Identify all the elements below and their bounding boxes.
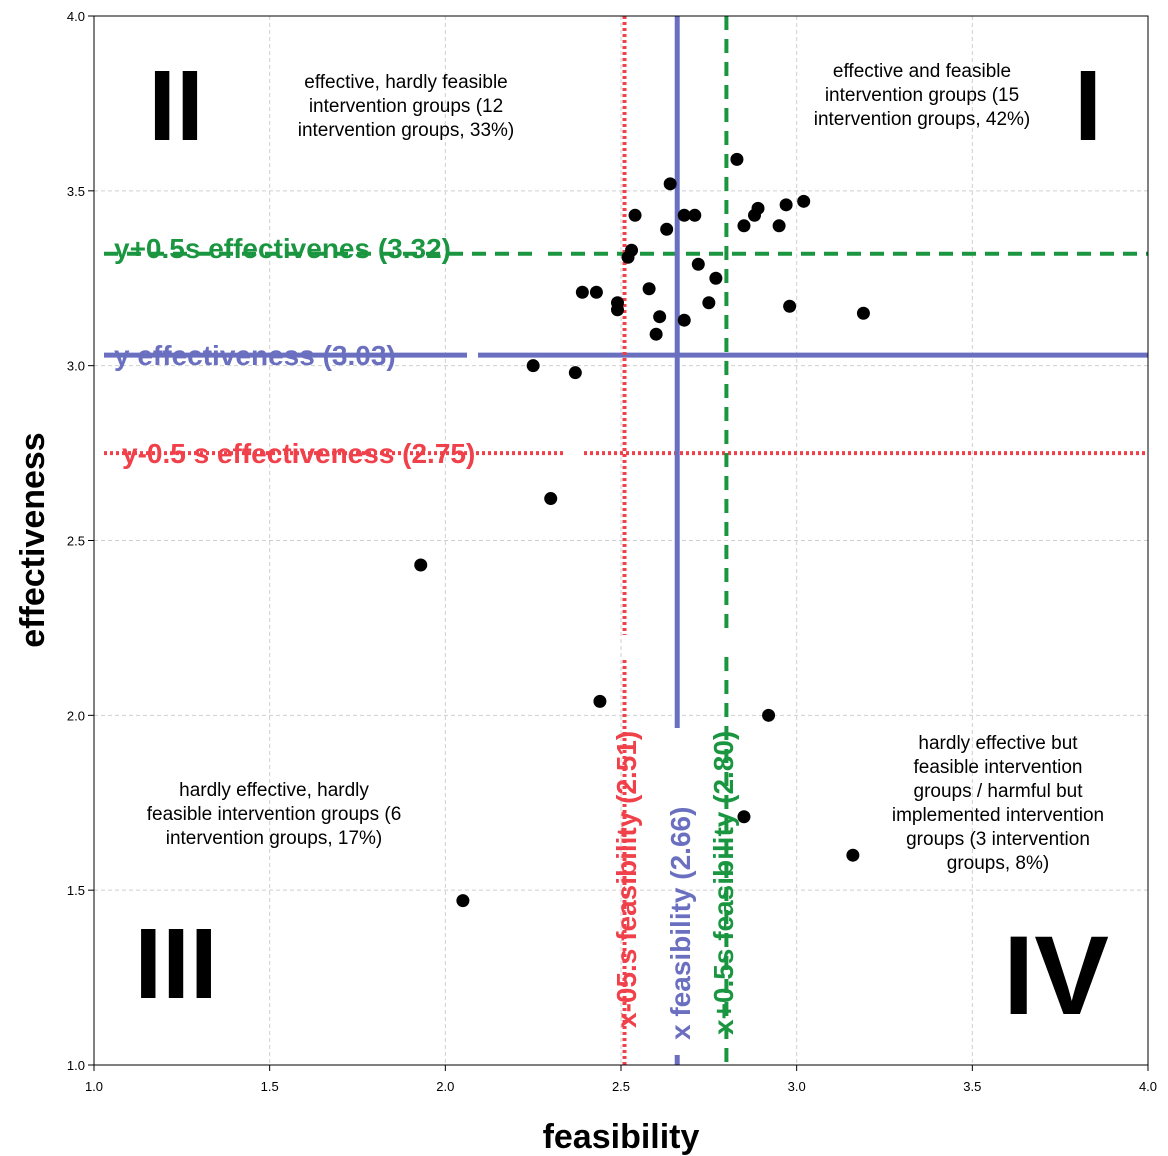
- quadrant-iv-text: groups, 8%): [947, 853, 1049, 874]
- data-point: [772, 219, 786, 233]
- data-point: [593, 694, 607, 708]
- y-tick-label: 4.0: [67, 9, 85, 24]
- data-point: [649, 327, 663, 341]
- quadrant-iv-text: groups (3 intervention: [906, 829, 1090, 850]
- data-point: [691, 257, 705, 271]
- data-point: [846, 848, 860, 862]
- data-points: [414, 152, 870, 908]
- data-point: [628, 208, 642, 222]
- data-point: [663, 177, 677, 191]
- data-point: [456, 894, 470, 908]
- quadrant-iv-text: feasible intervention: [914, 757, 1083, 778]
- data-point: [677, 313, 691, 327]
- quadrant-iv-text: implemented intervention: [892, 805, 1104, 826]
- data-point: [730, 152, 744, 166]
- data-point: [660, 222, 674, 236]
- data-point: [748, 208, 762, 222]
- quadrant-ii-text: intervention groups (12: [309, 96, 503, 117]
- quadrant-iii-text: intervention groups, 17%): [166, 828, 383, 849]
- y-axis-title: effectiveness: [14, 432, 52, 647]
- data-point: [709, 271, 723, 285]
- data-point: [702, 296, 716, 310]
- y-tick-label: 3.0: [67, 359, 85, 374]
- data-point: [568, 366, 582, 380]
- quadrant-ii-numeral: II: [148, 50, 204, 162]
- reference-line-label: y+0.5s effectivenes (3.32): [114, 233, 451, 264]
- x-tick-label: 3.0: [788, 1079, 806, 1094]
- x-tick-label: 4.0: [1139, 1079, 1157, 1094]
- y-tick-label: 1.5: [67, 883, 85, 898]
- data-point: [653, 310, 667, 324]
- data-point: [783, 299, 797, 313]
- data-point: [414, 558, 428, 572]
- data-point: [737, 219, 751, 233]
- data-point: [856, 306, 870, 320]
- data-point: [544, 492, 558, 506]
- reference-line-label: x feasibility (2.66): [665, 807, 696, 1040]
- data-point: [737, 810, 751, 824]
- y-tick-label: 2.0: [67, 708, 85, 723]
- quadrant-i-text: effective and feasible: [833, 61, 1011, 82]
- data-point: [621, 250, 635, 264]
- quadrant-ii-text: intervention groups, 33%): [298, 120, 515, 141]
- data-point: [688, 208, 702, 222]
- data-point: [610, 303, 624, 317]
- quadrant-iv-text: hardly effective but: [918, 733, 1078, 754]
- reference-lines: [104, 16, 1148, 1065]
- data-point: [642, 282, 656, 296]
- x-tick-label: 1.5: [261, 1079, 279, 1094]
- data-point: [575, 285, 589, 299]
- quadrant-ii-text: effective, hardly feasible: [304, 72, 508, 93]
- quadrant-iii-text: hardly effective, hardly: [179, 780, 369, 801]
- x-tick-label: 1.0: [85, 1079, 103, 1094]
- data-point: [797, 194, 811, 208]
- axes: 1.0 1.5 2.0 2.5 3.0 3.5 4.0 1.0 1.5 2.0 2.5 3.0 3.5 4…: [67, 9, 1157, 1094]
- reference-line-label: x-05.s feasibility (2.51): [611, 731, 642, 1028]
- reference-line-label: x+0.5s feasibility (2.80): [708, 731, 739, 1035]
- data-point: [762, 708, 776, 722]
- reference-line-label: y-0.5 s effectiveness (2.75): [122, 438, 475, 469]
- quadrant-iii-text: feasible intervention groups (6: [147, 804, 402, 825]
- data-point: [779, 198, 793, 212]
- y-tick-label: 2.5: [67, 534, 85, 549]
- x-tick-label: 2.5: [612, 1079, 630, 1094]
- reference-line-label: y effectiveness (3.03): [114, 340, 396, 371]
- quadrant-i-text: intervention groups (15: [825, 85, 1019, 106]
- x-tick-label: 3.5: [963, 1079, 981, 1094]
- quadrant-iv-text: groups / harmful but: [914, 781, 1084, 802]
- data-point: [589, 285, 603, 299]
- data-point: [526, 359, 540, 373]
- quadrant-i-numeral: I: [1074, 50, 1102, 162]
- x-axis-title: feasibility: [543, 1118, 700, 1156]
- x-tick-label: 2.0: [436, 1079, 454, 1094]
- quadrant-i-text: intervention groups, 42%): [814, 109, 1031, 130]
- y-tick-label: 1.0: [67, 1058, 85, 1073]
- quadrant-iv-numeral: IV: [1003, 913, 1109, 1038]
- quadrant-iii-numeral: III: [134, 908, 217, 1020]
- reference-labels: y+0.5s effectivenes (3.32) y effectivenes…: [114, 233, 739, 1040]
- y-tick-label: 3.5: [67, 184, 85, 199]
- data-point: [677, 208, 691, 222]
